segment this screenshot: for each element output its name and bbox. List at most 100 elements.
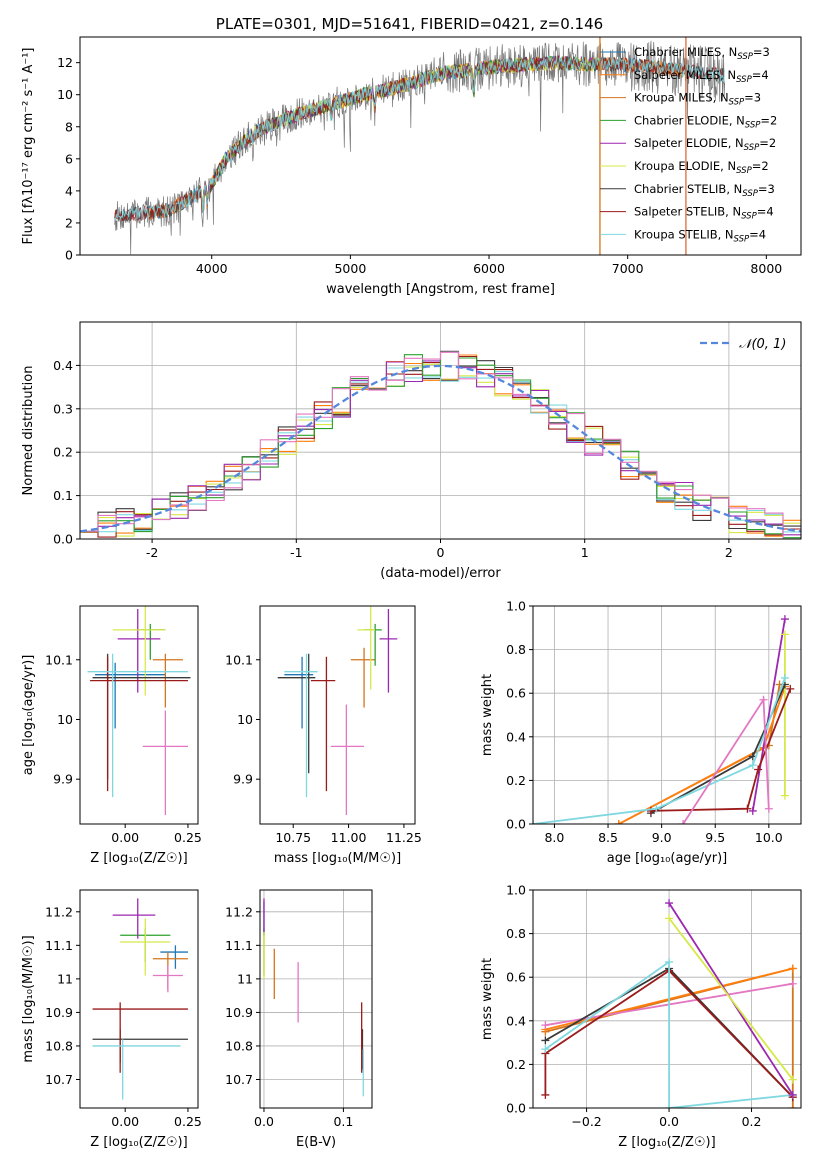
y-tick-label: 0.2 (506, 773, 526, 788)
y-tick-label: 0.0 (506, 1101, 526, 1116)
weight-marker (665, 914, 674, 923)
weight-marker (786, 684, 795, 693)
residuals-legend: 𝒩(0, 1) (700, 337, 786, 352)
x-tick-label: 0.25 (174, 830, 202, 845)
axes-frame (259, 889, 373, 1109)
axes-mass-vs-Z: 0.00 0.25 10.7 10.8 10.9 11 11.1 11.2 Z [log₁₀(Z… (21, 889, 202, 1150)
y-tick-label: 1.0 (506, 883, 526, 898)
errorbar-point (92, 1039, 181, 1100)
x-tick-label: 11.25 (386, 830, 422, 845)
errorbar-point (277, 653, 316, 774)
legend-label: Chabrier MILES, NSSP=3 (634, 45, 770, 62)
weight-series (668, 917, 794, 1081)
x-axis-label: Z [log₁₀(Z/Z☉)] (90, 1135, 187, 1150)
legend-label: Kroupa STELIB, NSSP=4 (634, 227, 766, 244)
y-tick-label: 10.8 (225, 1038, 253, 1053)
x-axis-label: mass [log₁₀(M/M☉)] (274, 851, 401, 866)
axes-frame (532, 605, 802, 825)
x-tick-label: -2 (146, 545, 158, 560)
weight-marker (788, 979, 797, 988)
model-spectrum-kroupa-stelib (114, 55, 725, 221)
y-tick-label: 10.7 (45, 1072, 73, 1087)
chart-age-vs-Z (87, 606, 191, 816)
y-tick-label: 10 (237, 712, 253, 727)
errorbar-point (142, 710, 188, 816)
weight-series (751, 618, 786, 812)
y-tick-label: 10.9 (45, 1005, 73, 1020)
legend-label: 𝒩(0, 1) (739, 337, 786, 352)
y-tick-label: 0.6 (506, 686, 526, 701)
x-tick-label: 4000 (196, 261, 228, 276)
legend-label: Chabrier ELODIE, NSSP=2 (634, 113, 777, 130)
axes-frame (79, 36, 802, 256)
weight-marker (665, 1104, 674, 1108)
weight-marker (743, 804, 752, 813)
errorbar-point (87, 653, 188, 798)
x-tick-label: 2 (725, 545, 733, 560)
y-tick-label: 10 (57, 712, 73, 727)
y-tick-label: 11.2 (45, 904, 73, 919)
errorbar-point (152, 952, 188, 989)
weight-marker (764, 804, 773, 813)
axes-age-vs-Z: 0.00 0.25 9.9 10 10.1 Z [log₁₀(Z/Z☉)] age [log… (21, 605, 202, 866)
errorbar-point (330, 704, 365, 816)
plot-area (263, 898, 364, 1097)
weight-marker (780, 630, 789, 639)
x-tick-label: 0.2 (742, 1114, 762, 1129)
x-tick-label: 7000 (612, 261, 644, 276)
plot-area (87, 606, 191, 816)
chart-mass-vs-Z (92, 898, 188, 1100)
y-axis-label: Flux [fλ10⁻¹⁷ erg cm⁻² s⁻¹ A⁻¹] (21, 48, 36, 245)
y-tick-label: 1.0 (506, 599, 526, 614)
y-tick-label: 10.1 (45, 652, 73, 667)
x-tick-label: 1 (581, 545, 589, 560)
y-tick-label: 8 (65, 119, 73, 134)
legend-label: Chabrier STELIB, NSSP=3 (634, 182, 775, 199)
x-tick-label: 0.25 (174, 1114, 202, 1129)
y-tick-label: 4 (65, 183, 73, 198)
errorbar-point (95, 662, 166, 729)
y-tick-label: 0.8 (506, 642, 526, 657)
weight-marker (541, 1036, 550, 1045)
x-tick-label: 0 (437, 545, 445, 560)
axes-frame (259, 605, 416, 825)
y-tick-label: 10.1 (225, 652, 253, 667)
weight-series (533, 677, 786, 824)
y-axis-label: mass [log₁₀(M/M☉)] (21, 935, 36, 1062)
errorbar-point (350, 647, 376, 708)
figure-title: PLATE=0301, MJD=51641, FIBERID=0421, z=0… (216, 15, 603, 33)
weight-marker (541, 1045, 550, 1054)
weight-marker (541, 1021, 550, 1030)
weight-marker (665, 957, 674, 966)
y-tick-label: 11.2 (225, 904, 253, 919)
axes-frame (79, 889, 199, 1109)
errorbar-point (117, 608, 161, 693)
errorbar-point (310, 656, 336, 792)
weight-marker (541, 1090, 550, 1099)
plot-area (277, 606, 398, 816)
y-tick-label: 0.2 (506, 1057, 526, 1072)
weight-marker (748, 761, 757, 770)
x-tick-label: −0.2 (571, 1114, 601, 1129)
y-tick-label: 0.8 (506, 926, 526, 941)
y-tick-label: 11 (57, 971, 73, 986)
histogram-series (80, 351, 801, 539)
x-tick-label: 0.0 (254, 1114, 274, 1129)
legend-label: Kroupa MILES, NSSP=3 (634, 91, 761, 108)
x-axis-label: wavelength [Angstrom, rest frame] (326, 282, 555, 297)
legend-label: Kroupa ELODIE, NSSP=2 (634, 159, 769, 176)
y-axis-label: mass weight (480, 958, 495, 1040)
y-tick-label: 10.8 (45, 1038, 73, 1053)
y-tick-label: 0.4 (53, 358, 73, 373)
chart-mass-vs-EBV (260, 890, 372, 1108)
errorbar-point (357, 606, 376, 690)
x-axis-label: Z [log₁₀(Z/Z☉)] (90, 851, 187, 866)
errorbar-point (379, 608, 398, 693)
chart-weight-vs-Z (533, 889, 801, 1109)
plot-area (92, 898, 188, 1100)
x-tick-label: 8.0 (544, 830, 564, 845)
x-tick-label: 0.0 (659, 1114, 679, 1129)
errorbar-point (90, 656, 188, 792)
errorbar-point (112, 606, 166, 696)
y-tick-label: 11.1 (225, 938, 253, 953)
